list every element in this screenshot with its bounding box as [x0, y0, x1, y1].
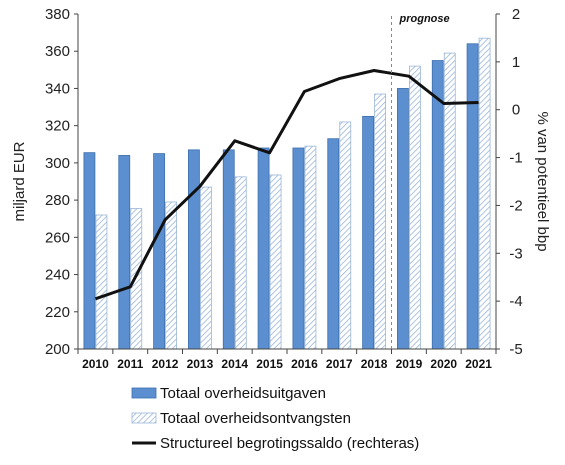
y2-tick-label-0: 0: [512, 102, 520, 119]
bar-uitgaven-2020: [431, 60, 444, 350]
y-axis-label: miljard EUR: [11, 141, 28, 221]
legend-swatch-ontvangsten: [131, 412, 157, 424]
bar-ontvangsten-2014: [234, 176, 247, 350]
bar-uitgaven-2018: [362, 115, 374, 350]
line-structureel-saldo: [94, 69, 479, 301]
bar-uitgaven-2021: [466, 43, 479, 350]
x-tick-label-2011: 2011: [117, 357, 143, 371]
y2-tick-label-1: 1: [512, 54, 520, 71]
legend-swatch-uitgaven: [131, 387, 157, 399]
y2-tick-label-2: 2: [512, 6, 520, 23]
bar-ontvangsten-2020: [443, 52, 456, 350]
x-tick-label-2013: 2013: [187, 357, 214, 371]
bar-uitgaven-2013: [188, 149, 200, 350]
plot-area: 200 220 240 260 280 300 320 340 360 380 -5 -4 -3 -2 -1…: [45, 6, 523, 371]
forecast-annotation: prognose: [391, 13, 450, 349]
y-tick-label-260: 260: [45, 229, 70, 246]
bar-ontvangsten-2019: [409, 65, 421, 350]
y2-tick-label--5: -5: [509, 341, 522, 358]
x-tick-label-2015: 2015: [256, 357, 283, 371]
bar-uitgaven-2019: [397, 88, 409, 350]
bar-uitgaven-2011: [118, 155, 131, 350]
bar-uitgaven-2014: [222, 149, 235, 350]
bar-ontvangsten-2017: [339, 121, 352, 350]
legend-label-ontvangsten: Totaal overheidsontvangsten: [160, 410, 351, 427]
x-tick-label-2010: 2010: [82, 357, 109, 371]
y-tick-label-360: 360: [45, 43, 70, 60]
y-tick-label-320: 320: [45, 118, 70, 135]
y-tick-label-200: 200: [45, 341, 70, 358]
bar-ontvangsten-2011: [130, 208, 143, 350]
x-tick-label-2014: 2014: [221, 357, 248, 371]
bar-ontvangsten-2013: [200, 186, 212, 350]
x-tick-label-2016: 2016: [291, 357, 318, 371]
x-tick-label-2018: 2018: [361, 357, 388, 371]
y-tick-label-280: 280: [45, 192, 70, 209]
x-tick-label-2012: 2012: [152, 357, 179, 371]
bar-ontvangsten-2015: [269, 174, 282, 350]
x-tick-label-2019: 2019: [396, 357, 423, 371]
x-tick-label-2020: 2020: [430, 357, 457, 371]
y2-axis-label: % van potentieel bbp: [534, 111, 551, 251]
bar-uitgaven-2017: [327, 138, 340, 350]
forecast-label: prognose: [399, 13, 450, 25]
y-tick-label-340: 340: [45, 80, 70, 97]
bar-ontvangsten-2021: [478, 37, 491, 350]
x-tick-label-2021: 2021: [465, 357, 492, 371]
bar-uitgaven-2010: [83, 152, 96, 350]
bar-ontvangsten-2010: [95, 214, 108, 350]
y2-tick-label--3: -3: [509, 245, 522, 262]
legend-label-saldo: Structureel begrotingssaldo (rechteras): [160, 435, 419, 452]
y2-tick-label--4: -4: [509, 293, 522, 310]
bar-ontvangsten-2016: [304, 145, 317, 350]
legend-label-uitgaven: Totaal overheidsuitgaven: [160, 385, 326, 402]
x-tick-label-2017: 2017: [326, 357, 353, 371]
bar-ontvangsten-2018: [374, 93, 386, 350]
y-tick-label-240: 240: [45, 267, 70, 284]
bar-uitgaven-2012: [153, 153, 165, 350]
bar-uitgaven-2016: [292, 147, 305, 350]
y-tick-label-300: 300: [45, 155, 70, 172]
bar-ontvangsten-2012: [165, 201, 177, 350]
bar-uitgaven-2015: [257, 147, 270, 350]
y-tick-label-220: 220: [45, 304, 70, 321]
y2-tick-label--2: -2: [509, 197, 522, 214]
y-tick-label-380: 380: [45, 6, 70, 23]
legend: Totaal overheidsuitgaven Totaal overheids…: [131, 385, 419, 452]
y2-tick-label--1: -1: [509, 150, 522, 167]
